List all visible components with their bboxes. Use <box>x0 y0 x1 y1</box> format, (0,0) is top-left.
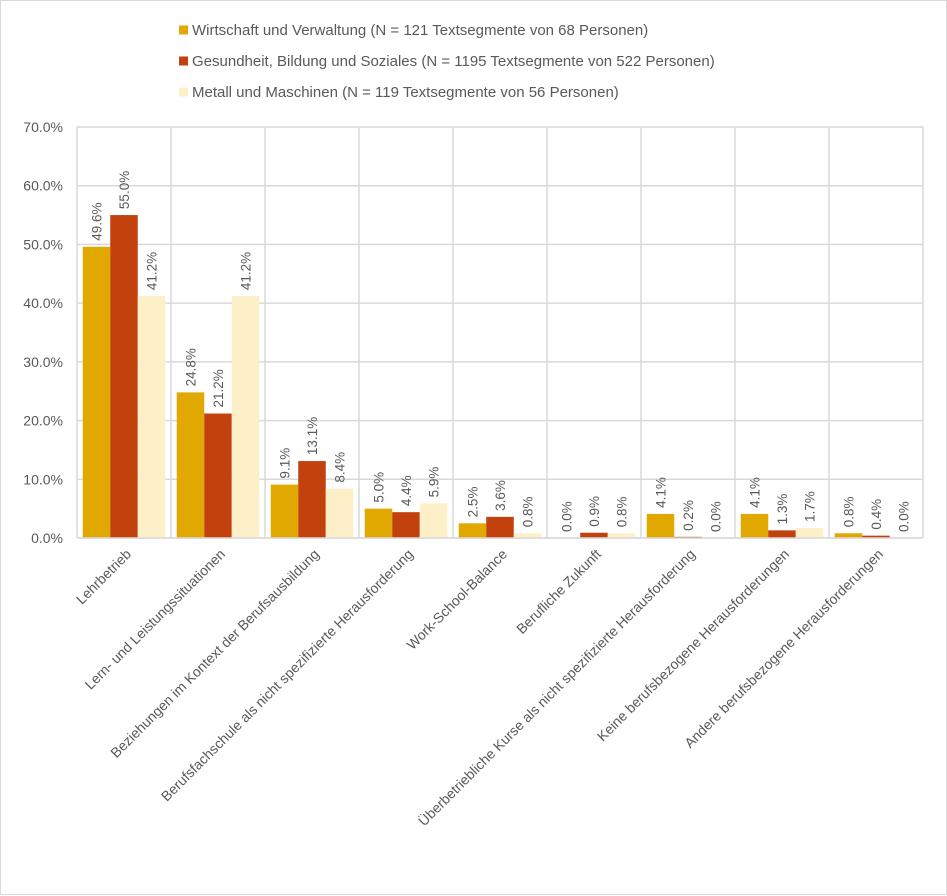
bar <box>270 484 299 538</box>
bar <box>580 532 608 538</box>
data-label: 9.1% <box>278 448 293 479</box>
x-tick-label: Beziehungen im Kontext der Berufsausbild… <box>107 546 322 761</box>
data-label: 5.9% <box>427 467 442 498</box>
data-label: 2.5% <box>466 487 481 518</box>
bar <box>110 215 138 539</box>
legend-swatch <box>179 56 188 66</box>
bar <box>204 413 232 538</box>
bar <box>231 296 260 538</box>
y-tick-label: 20.0% <box>23 413 63 429</box>
bar <box>768 530 796 538</box>
y-tick-label: 30.0% <box>23 354 63 370</box>
bar <box>795 528 824 538</box>
data-label: 41.2% <box>239 252 254 290</box>
data-label: 1.7% <box>803 491 818 522</box>
bar <box>740 513 769 538</box>
data-label: 0.4% <box>869 499 884 530</box>
bar <box>364 508 393 538</box>
data-label: 4.4% <box>399 475 414 506</box>
legend-label: Metall und Maschinen (N = 119 Textsegmen… <box>192 84 619 101</box>
data-label: 0.0% <box>897 501 912 532</box>
x-tick-label: Berufliche Zukunft <box>513 546 604 637</box>
bar <box>392 512 420 538</box>
y-tick-label: 0.0% <box>31 530 63 546</box>
bar <box>419 503 448 538</box>
data-label: 0.2% <box>681 500 696 531</box>
bar <box>458 523 487 538</box>
data-label: 8.4% <box>333 452 348 483</box>
data-label: 0.9% <box>587 496 602 527</box>
data-label: 21.2% <box>211 369 226 407</box>
bar <box>834 533 863 538</box>
x-tick-label: Andere berufsbezogene Herausforderungen <box>681 546 886 751</box>
data-label: 24.8% <box>184 348 199 386</box>
data-label: 5.0% <box>372 472 387 503</box>
legend-swatch <box>179 25 188 35</box>
legend-swatch <box>179 87 188 97</box>
data-label: 55.0% <box>117 171 132 209</box>
bar <box>176 392 205 538</box>
data-label: 4.1% <box>748 477 763 508</box>
bars: 49.6% 55.0% 41.2% 24.8% 21.2% 41.2% 9.1% 13.1% 8… <box>82 171 912 539</box>
legend-label: Wirtschaft und Verwaltung (N = 121 Texts… <box>192 22 648 39</box>
data-label: 1.3% <box>775 494 790 525</box>
bar <box>298 461 326 538</box>
x-tick-label: Keine berufsbezogene Herausforderungen <box>594 546 792 744</box>
data-label: 41.2% <box>145 252 160 290</box>
data-label: 0.8% <box>842 497 857 528</box>
bar <box>325 488 354 538</box>
gridlines <box>76 126 924 539</box>
y-tick-label: 10.0% <box>23 471 63 487</box>
bar <box>82 246 111 538</box>
y-tick-label: 40.0% <box>23 295 63 311</box>
data-label: 0.8% <box>615 497 630 528</box>
data-label: 0.0% <box>560 501 575 532</box>
data-label: 13.1% <box>305 417 320 455</box>
data-label: 0.0% <box>709 501 724 532</box>
data-label: 49.6% <box>90 202 105 240</box>
legend-label: Gesundheit, Bildung und Soziales (N = 11… <box>192 53 715 70</box>
data-label: 4.1% <box>654 477 669 508</box>
legend: Wirtschaft und Verwaltung (N = 121 Texts… <box>179 22 715 101</box>
x-tick-label: Lehrbetrieb <box>73 546 135 608</box>
y-tick-label: 60.0% <box>23 178 63 194</box>
bar <box>862 535 890 538</box>
bar <box>646 513 675 538</box>
bar <box>607 533 636 538</box>
y-tick-label: 70.0% <box>23 119 63 135</box>
bar <box>137 296 166 538</box>
y-tick-label: 50.0% <box>23 236 63 252</box>
x-tick-label: Work-School-Balance <box>403 546 510 653</box>
data-label: 3.6% <box>493 480 508 511</box>
data-label: 0.8% <box>521 497 536 528</box>
bar <box>486 516 514 538</box>
bar <box>513 533 542 538</box>
